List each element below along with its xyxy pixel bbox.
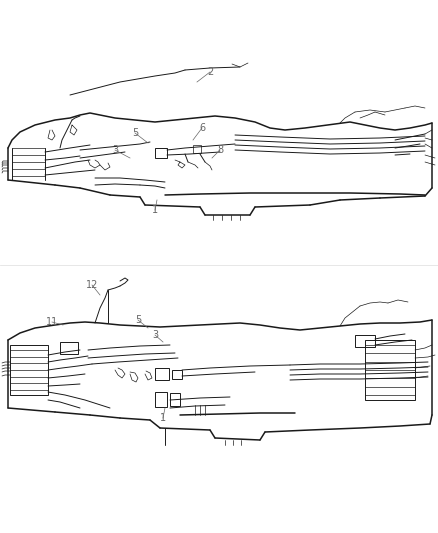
Bar: [10, 345, 48, 395]
Bar: [155, 368, 169, 380]
Text: 3: 3: [112, 145, 118, 155]
Bar: [193, 145, 201, 153]
Bar: [60, 342, 78, 354]
Text: 1: 1: [152, 205, 158, 215]
Text: 11: 11: [46, 317, 58, 327]
Text: 5: 5: [132, 128, 138, 138]
Bar: [355, 335, 375, 347]
Text: 2: 2: [207, 67, 213, 77]
Text: 5: 5: [135, 315, 141, 325]
Bar: [365, 340, 415, 400]
Bar: [155, 148, 167, 158]
Text: 1: 1: [160, 413, 166, 423]
Text: 8: 8: [217, 145, 223, 155]
Bar: [155, 392, 167, 407]
Bar: [172, 370, 182, 379]
Text: 6: 6: [199, 123, 205, 133]
Text: 3: 3: [152, 330, 158, 340]
Bar: [170, 393, 180, 406]
Text: 12: 12: [86, 280, 98, 290]
